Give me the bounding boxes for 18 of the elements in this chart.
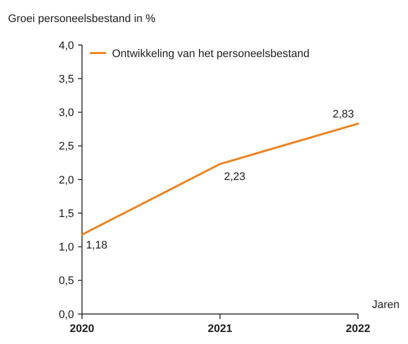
- y-tick-label: 3,5: [58, 73, 74, 86]
- data-label: 1,18: [86, 240, 108, 252]
- y-tick-label: 1,5: [58, 208, 74, 220]
- x-tick-label: 2022: [346, 323, 370, 335]
- x-axis-title: Jaren: [372, 299, 400, 311]
- data-label: 2,83: [332, 108, 354, 121]
- x-tick-label: 2021: [208, 323, 232, 335]
- y-axis-title: Groei personeelsbestand in %: [8, 13, 156, 25]
- y-tick-label: 3,0: [58, 107, 74, 120]
- y-tick-label: 0,0: [58, 308, 74, 321]
- y-tick-label: 2,5: [58, 140, 74, 153]
- y-tick-label: 4,0: [58, 40, 74, 52]
- y-tick-label: 1,0: [58, 242, 74, 254]
- x-tick-label: 2020: [70, 323, 94, 335]
- data-label: 2,23: [224, 171, 246, 184]
- y-tick-label: 2,0: [58, 174, 74, 186]
- y-tick-label: 0,5: [58, 275, 74, 288]
- legend-label: Ontwikkeling van het personeelsbestand: [112, 48, 310, 60]
